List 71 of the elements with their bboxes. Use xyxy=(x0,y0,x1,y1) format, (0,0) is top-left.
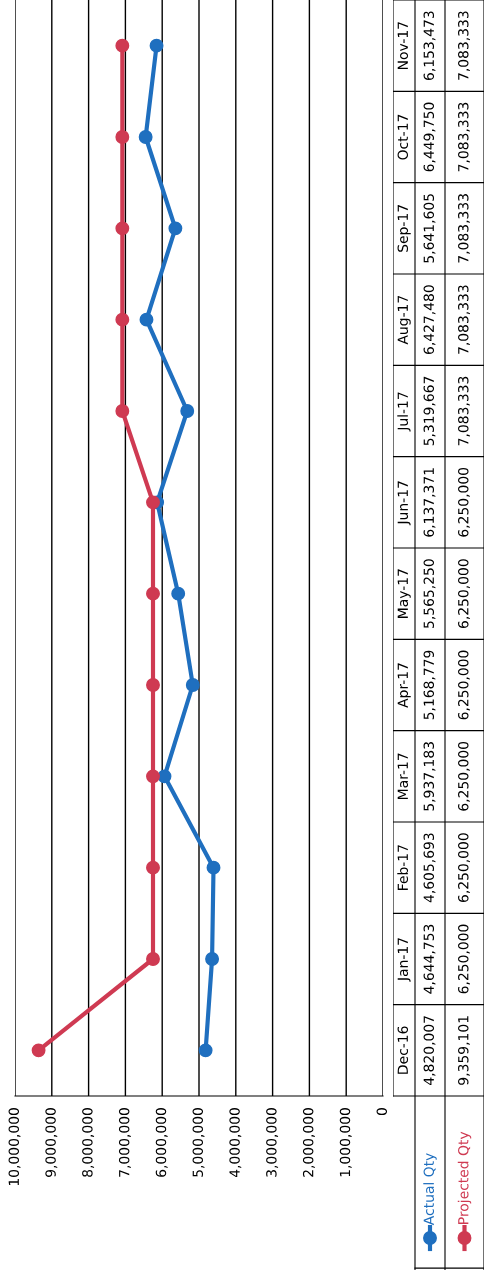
point xyxy=(185,678,200,692)
data-label: 5,565,250 xyxy=(423,559,436,628)
data-label: 4,644,753 xyxy=(423,924,436,994)
data-label: 6,250,000 xyxy=(458,467,470,537)
point xyxy=(198,1043,213,1058)
data-label: 7,083,333 xyxy=(458,376,470,446)
y-tick-label: Apr-17 xyxy=(397,663,411,708)
data-label: 6,137,371 xyxy=(423,468,436,537)
data-label: 6,250,000 xyxy=(458,650,470,720)
x-tick-label: 2,000,000 xyxy=(302,1108,315,1177)
x-tick-label: 9,000,000 xyxy=(45,1108,58,1177)
data-label: 4,820,007 xyxy=(423,1016,436,1085)
point xyxy=(206,860,221,875)
point xyxy=(115,312,130,327)
data-label: 6,250,000 xyxy=(458,833,470,903)
point xyxy=(180,404,195,418)
data-label: 5,319,667 xyxy=(423,376,436,446)
point xyxy=(138,130,153,144)
point xyxy=(146,769,160,784)
data-label: 7,083,333 xyxy=(458,102,470,172)
x-tick-label: 3,000,000 xyxy=(266,1108,279,1177)
x-tick-label: 1,000,000 xyxy=(339,1108,352,1177)
data-label: 6,427,480 xyxy=(423,285,436,355)
data-label: 7,083,333 xyxy=(458,285,470,354)
data-label: 6,250,000 xyxy=(458,924,470,994)
data-label: 6,153,473 xyxy=(423,11,436,81)
y-tick-label: Feb-17 xyxy=(397,845,409,890)
x-tick-label: 8,000,000 xyxy=(82,1108,95,1177)
y-tick-label: Jul-17 xyxy=(397,392,411,432)
x-tick-label: 4,000,000 xyxy=(229,1108,242,1178)
data-label: 6,250,000 xyxy=(458,741,470,811)
y-tick-label: Mar-17 xyxy=(397,753,409,799)
data-label: 7,083,333 xyxy=(458,11,470,80)
data-label: 5,168,779 xyxy=(423,650,436,720)
point xyxy=(146,586,160,601)
y-tick-label: Sep-17 xyxy=(397,205,411,252)
data-label: 7,083,333 xyxy=(458,194,470,263)
point xyxy=(115,130,130,144)
data-label: 9,359,101 xyxy=(458,1016,470,1085)
data-label: 5,641,605 xyxy=(423,194,436,263)
x-tick-label: 10,000,000 xyxy=(8,1108,21,1186)
point xyxy=(171,586,186,601)
point xyxy=(115,38,130,53)
y-tick-label: Dec-16 xyxy=(397,1026,409,1074)
y-tick-label: Jun-17 xyxy=(397,481,411,526)
y-tick-label: May-17 xyxy=(397,569,411,618)
point xyxy=(139,312,154,327)
x-tick-label: 7,000,000 xyxy=(118,1108,131,1177)
y-tick-label: Aug-17 xyxy=(397,295,411,345)
point xyxy=(146,860,160,875)
point xyxy=(205,952,220,966)
text: Actual Qty xyxy=(423,1153,437,1226)
point xyxy=(31,1043,46,1058)
data-label: 6,449,750 xyxy=(423,102,436,172)
point xyxy=(115,404,130,418)
x-tick-label: 6,000,000 xyxy=(155,1108,168,1177)
point xyxy=(146,495,160,510)
point xyxy=(146,678,160,692)
y-tick-label: Jan-17 xyxy=(397,938,411,982)
data-label: 6,250,000 xyxy=(458,559,470,629)
x-tick-label: 5,000,000 xyxy=(192,1108,205,1177)
text: Projected Qty xyxy=(457,1131,472,1224)
point xyxy=(149,38,164,53)
point xyxy=(146,952,160,966)
data-label: 4,605,693 xyxy=(423,833,436,903)
point xyxy=(115,221,130,236)
data-label: 5,937,183 xyxy=(423,742,436,811)
x-tick-label: 0 xyxy=(376,1108,388,1116)
point xyxy=(168,221,183,236)
y-tick-label: Oct-17 xyxy=(397,114,409,160)
y-tick-label: Nov-17 xyxy=(397,22,409,70)
